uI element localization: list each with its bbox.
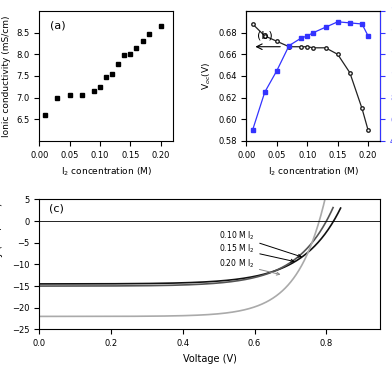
Text: 0.20 M I$_2$: 0.20 M I$_2$ bbox=[219, 258, 279, 275]
Text: (b): (b) bbox=[257, 30, 273, 41]
X-axis label: I$_2$ concentration (M): I$_2$ concentration (M) bbox=[268, 165, 359, 178]
X-axis label: Voltage (V): Voltage (V) bbox=[183, 354, 237, 364]
Text: (c): (c) bbox=[49, 203, 64, 213]
Y-axis label: Current density (mA/cm$^2$): Current density (mA/cm$^2$) bbox=[0, 201, 6, 328]
Y-axis label: Ionic conductivity (mS/cm): Ionic conductivity (mS/cm) bbox=[2, 15, 11, 137]
Text: 0.15 M I$_2$: 0.15 M I$_2$ bbox=[219, 242, 294, 262]
Text: 0.10 M I$_2$: 0.10 M I$_2$ bbox=[219, 229, 301, 257]
Text: (a): (a) bbox=[50, 20, 65, 30]
X-axis label: I$_2$ concentration (M): I$_2$ concentration (M) bbox=[60, 165, 152, 178]
Y-axis label: V$_{oc}$(V): V$_{oc}$(V) bbox=[200, 62, 212, 90]
